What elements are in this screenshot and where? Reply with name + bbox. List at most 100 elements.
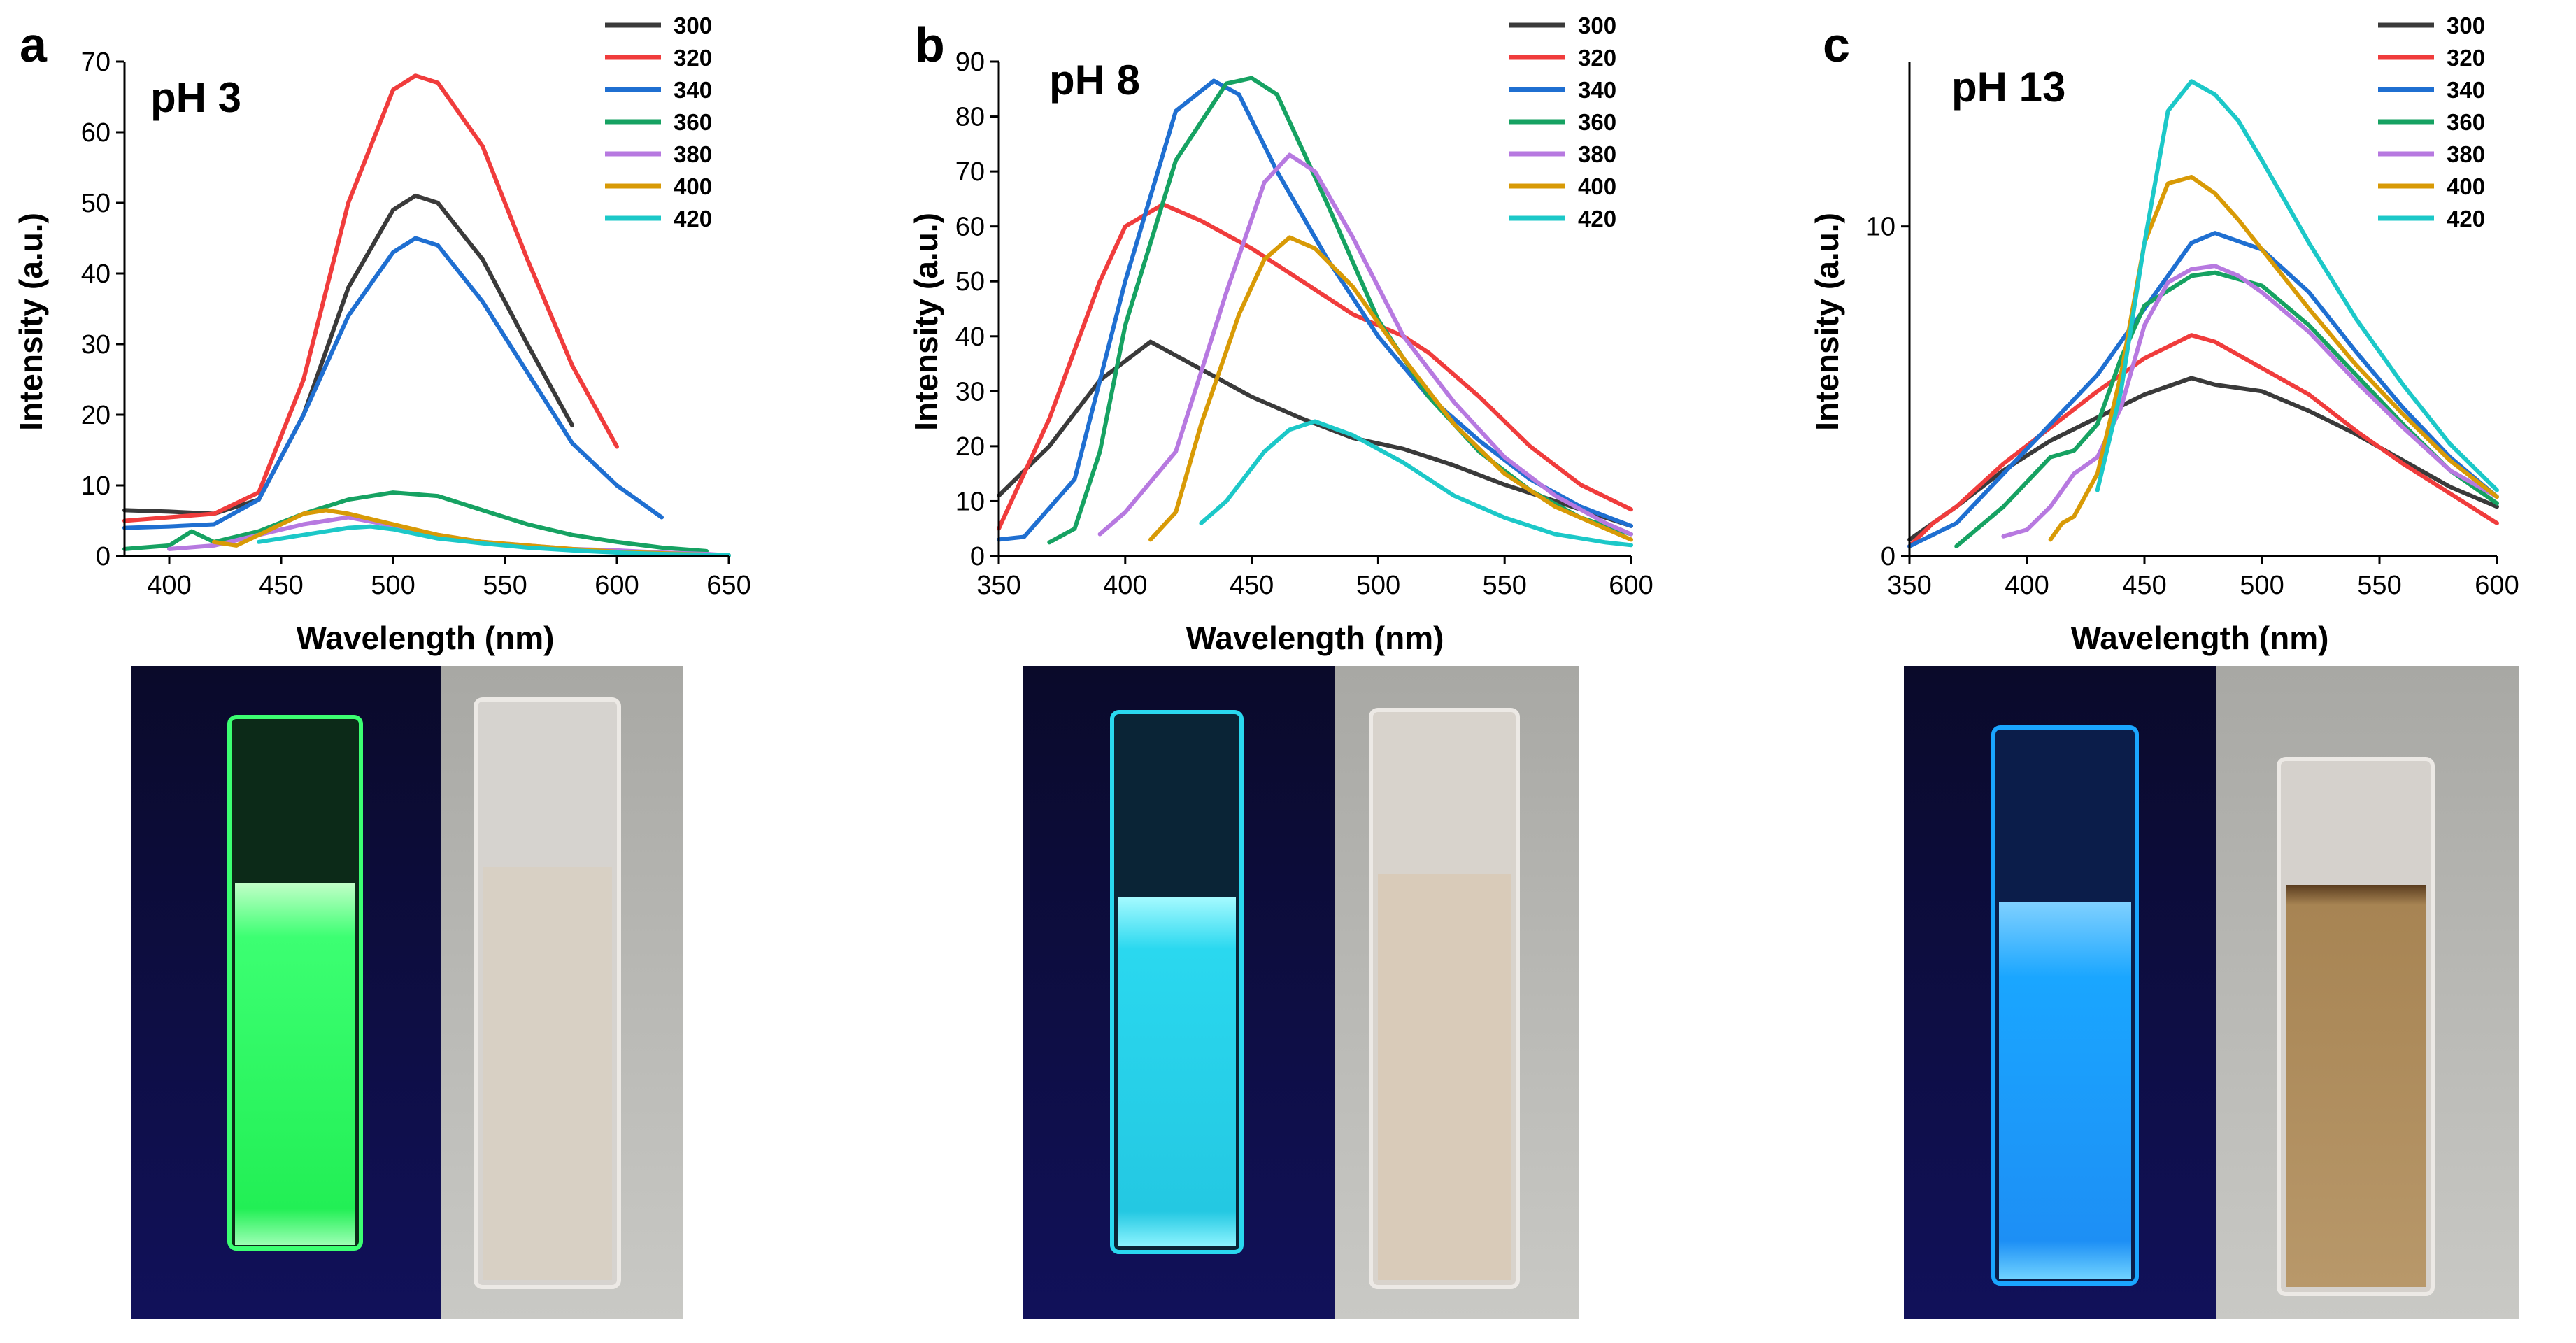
cuvette-liquid-daylight-a xyxy=(483,867,612,1280)
y-tick-label: 20 xyxy=(81,401,111,430)
y-axis-title-c: Intensity (a.u.) xyxy=(1809,213,1845,431)
legend-label-400: 400 xyxy=(2447,173,2485,199)
series-line-320 xyxy=(122,73,619,523)
panel-b: b pH 8 Wavelength (nm) Intensity (a.u.) … xyxy=(908,13,1653,656)
legend-label-360: 360 xyxy=(674,109,712,135)
panel-letter-c: c xyxy=(1823,17,1850,72)
y-tick-label: 10 xyxy=(1866,213,1895,242)
y-tick-label: 50 xyxy=(955,267,985,297)
legend-label-360: 360 xyxy=(2447,109,2485,135)
legend-label-420: 420 xyxy=(1578,206,1616,232)
series-line-420 xyxy=(2095,79,2499,492)
y-tick-label: 0 xyxy=(970,542,985,571)
legend-label-420: 420 xyxy=(674,206,712,232)
photo-a xyxy=(131,666,683,1319)
y-tick-label: 50 xyxy=(81,189,111,218)
x-tick-label: 500 xyxy=(2240,571,2284,600)
panel-letter-a: a xyxy=(20,17,48,72)
series-line-400 xyxy=(1148,235,1633,542)
y-tick-label: 40 xyxy=(81,260,111,289)
x-tick-label: 450 xyxy=(1230,571,1274,600)
legend-label-300: 300 xyxy=(674,13,712,38)
legend-label-340: 340 xyxy=(674,77,712,103)
legend-b: 300 320 340 360 380 400 420 xyxy=(1509,13,1616,232)
series-line-360 xyxy=(122,490,709,553)
series-line-380 xyxy=(2001,264,2499,539)
legend-label-320: 320 xyxy=(2447,45,2485,71)
y-tick-label: 0 xyxy=(1881,542,1895,571)
legend-a: 300 320 340 360 380 400 420 xyxy=(605,13,712,232)
y-tick-label: 10 xyxy=(955,487,985,516)
legend-label-320: 320 xyxy=(1578,45,1616,71)
legend-c: 300 320 340 360 380 400 420 xyxy=(2378,13,2485,232)
y-axis-title-a: Intensity (a.u.) xyxy=(13,213,49,431)
legend-label-400: 400 xyxy=(1578,173,1616,199)
plot-area-a: 400 450 500 550 600 650 0 10 20 30 40 50 60 70 xyxy=(81,48,751,600)
x-tick-label: 350 xyxy=(976,571,1020,600)
series-line-420 xyxy=(1199,419,1633,548)
legend-label-380: 380 xyxy=(2447,141,2485,167)
legend-label-360: 360 xyxy=(1578,109,1616,135)
x-tick-label: 400 xyxy=(1103,571,1147,600)
series-line-420 xyxy=(257,524,731,557)
series-line-380 xyxy=(1097,152,1633,537)
x-tick-label: 550 xyxy=(483,571,527,600)
y-axis-title-b: Intensity (a.u.) xyxy=(908,213,944,431)
panel-letter-b: b xyxy=(915,17,945,72)
x-tick-label: 600 xyxy=(2475,571,2519,600)
legend-label-300: 300 xyxy=(2447,13,2485,38)
photo-c xyxy=(1904,666,2519,1319)
series-line-400 xyxy=(2048,175,2499,542)
panel-a: a pH 3 Wavelength (nm) Intensity (a.u.) … xyxy=(13,13,751,656)
x-tick-label: 450 xyxy=(2122,571,2166,600)
x-tick-label: 350 xyxy=(1887,571,1931,600)
y-tick-label: 30 xyxy=(81,330,111,360)
series-line-340 xyxy=(1907,231,2499,548)
ph-annotation-c: pH 13 xyxy=(1951,64,2065,111)
plot-area-b: 350 400 450 500 550 600 0 10 20 30 40 50 60 70 80 90 xyxy=(955,48,1653,600)
x-tick-label: 500 xyxy=(371,571,415,600)
cuvette-fluorescence-a xyxy=(235,883,355,1245)
legend-label-300: 300 xyxy=(1578,13,1616,38)
y-tick-label: 30 xyxy=(955,377,985,406)
y-tick-label: 80 xyxy=(955,103,985,132)
y-tick-label: 60 xyxy=(955,213,985,242)
ph-annotation-b: pH 8 xyxy=(1049,57,1140,104)
x-axis-title-a: Wavelength (nm) xyxy=(297,620,555,656)
photo-b xyxy=(1023,666,1579,1319)
legend-label-340: 340 xyxy=(2447,77,2485,103)
cuvette-liquid-daylight-c xyxy=(2286,885,2426,1287)
legend-label-320: 320 xyxy=(674,45,712,71)
x-tick-label: 500 xyxy=(1356,571,1400,600)
panel-c: c pH 13 Wavelength (nm) Intensity (a.u.)… xyxy=(1809,13,2519,656)
series-line-340 xyxy=(122,236,664,530)
series-line-320 xyxy=(1907,333,2499,548)
legend-label-380: 380 xyxy=(1578,141,1616,167)
y-tick-label: 40 xyxy=(955,322,985,352)
y-tick-label: 10 xyxy=(81,471,111,501)
x-tick-label: 550 xyxy=(2357,571,2401,600)
ph-annotation-a: pH 3 xyxy=(150,74,241,121)
y-tick-label: 0 xyxy=(96,542,111,571)
x-tick-label: 600 xyxy=(1609,571,1653,600)
series-line-320 xyxy=(997,202,1633,531)
legend-label-380: 380 xyxy=(674,141,712,167)
x-axis-title-b: Wavelength (nm) xyxy=(1186,620,1444,656)
legend-label-340: 340 xyxy=(1578,77,1616,103)
y-tick-label: 70 xyxy=(81,48,111,77)
cuvette-fluorescence-c xyxy=(1999,902,2131,1279)
x-tick-label: 400 xyxy=(147,571,191,600)
x-tick-label: 400 xyxy=(2005,571,2049,600)
legend-label-420: 420 xyxy=(2447,206,2485,232)
x-tick-label: 550 xyxy=(1482,571,1526,600)
legend-label-400: 400 xyxy=(674,173,712,199)
y-tick-label: 90 xyxy=(955,48,985,77)
series-line-360 xyxy=(1954,270,2499,548)
cuvette-fluorescence-b xyxy=(1118,897,1236,1246)
x-tick-label: 650 xyxy=(706,571,750,600)
x-axis-title-c: Wavelength (nm) xyxy=(2071,620,2329,656)
cuvette-liquid-daylight-b xyxy=(1378,874,1511,1280)
y-tick-label: 60 xyxy=(81,118,111,148)
x-tick-label: 450 xyxy=(259,571,303,600)
